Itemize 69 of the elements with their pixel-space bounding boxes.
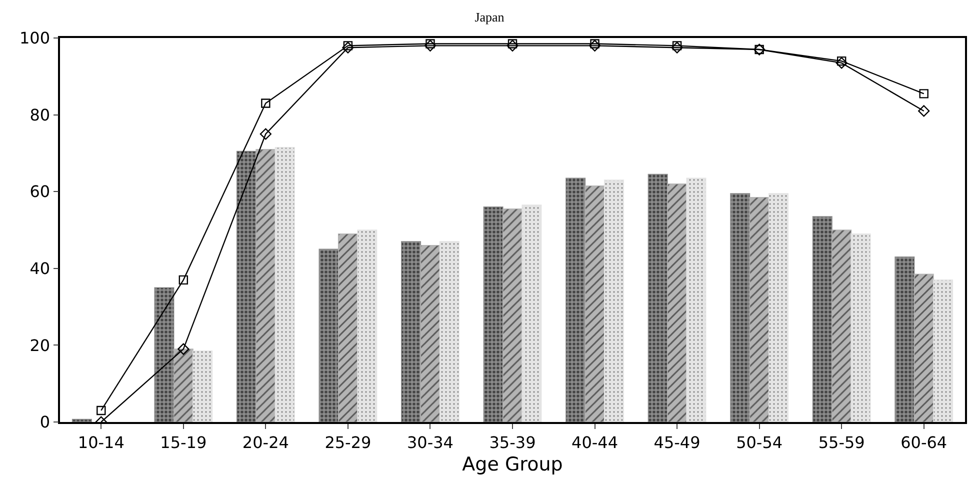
point — [261, 98, 270, 108]
bar — [850, 233, 871, 422]
point — [588, 40, 601, 52]
bar — [318, 248, 339, 422]
bar — [439, 241, 460, 422]
bar — [420, 244, 440, 422]
point — [508, 39, 518, 48]
point — [590, 39, 600, 48]
x-tick-label: 60-64 — [900, 432, 948, 452]
y-tick-label: 80 — [30, 105, 50, 124]
x-tick-label: 30-34 — [406, 432, 454, 452]
point — [96, 406, 106, 416]
y-tick-label: 60 — [30, 182, 50, 202]
x-axis-title: Age Group — [462, 453, 563, 476]
bar — [357, 230, 378, 422]
point — [260, 128, 272, 140]
x-tick-label: 35-39 — [489, 432, 536, 452]
x-tick-label: 45-49 — [654, 432, 700, 452]
point — [426, 39, 435, 48]
bar — [648, 174, 668, 422]
bar — [604, 180, 624, 422]
y-tick-label: 40 — [30, 259, 50, 278]
bar — [192, 350, 213, 422]
x-tick-label: 15-19 — [160, 432, 207, 452]
bar — [236, 150, 256, 422]
bar — [566, 178, 586, 422]
point — [671, 42, 683, 54]
chart-title: Japan — [474, 10, 505, 25]
bar — [72, 418, 92, 422]
bar — [768, 193, 789, 422]
bar — [894, 256, 915, 422]
point — [343, 41, 353, 50]
bar — [749, 196, 770, 422]
bar — [933, 280, 954, 422]
bar — [401, 241, 422, 422]
bar — [812, 216, 832, 422]
point — [836, 56, 846, 66]
bar — [256, 148, 276, 422]
bar — [338, 233, 358, 422]
bar — [522, 204, 542, 422]
point — [836, 57, 848, 69]
y-tick-label: 20 — [30, 336, 50, 355]
x-tick-label: 25-29 — [324, 432, 372, 452]
bar — [502, 208, 522, 422]
point — [424, 40, 436, 52]
y-tick-label: 0 — [40, 412, 50, 432]
bar — [483, 206, 504, 422]
bar — [832, 230, 852, 422]
point — [918, 105, 930, 117]
x-tick-label: 50-54 — [736, 432, 783, 452]
bar — [730, 193, 750, 422]
x-tick-label: 20-24 — [242, 432, 289, 452]
bar — [914, 274, 934, 422]
bar — [154, 287, 174, 422]
point — [178, 343, 190, 355]
bar — [274, 147, 295, 422]
point — [919, 89, 928, 98]
point — [178, 275, 188, 285]
point — [342, 42, 354, 54]
point — [672, 41, 682, 50]
x-tick-label: 10-14 — [78, 432, 124, 452]
x-tick-label: 40-44 — [572, 432, 618, 452]
x-tick-label: 55-59 — [818, 432, 865, 452]
point — [506, 40, 518, 52]
bar — [667, 184, 688, 422]
bar — [173, 348, 194, 422]
bar — [686, 178, 706, 422]
bar — [584, 185, 605, 422]
y-tick-label: 100 — [20, 28, 50, 48]
